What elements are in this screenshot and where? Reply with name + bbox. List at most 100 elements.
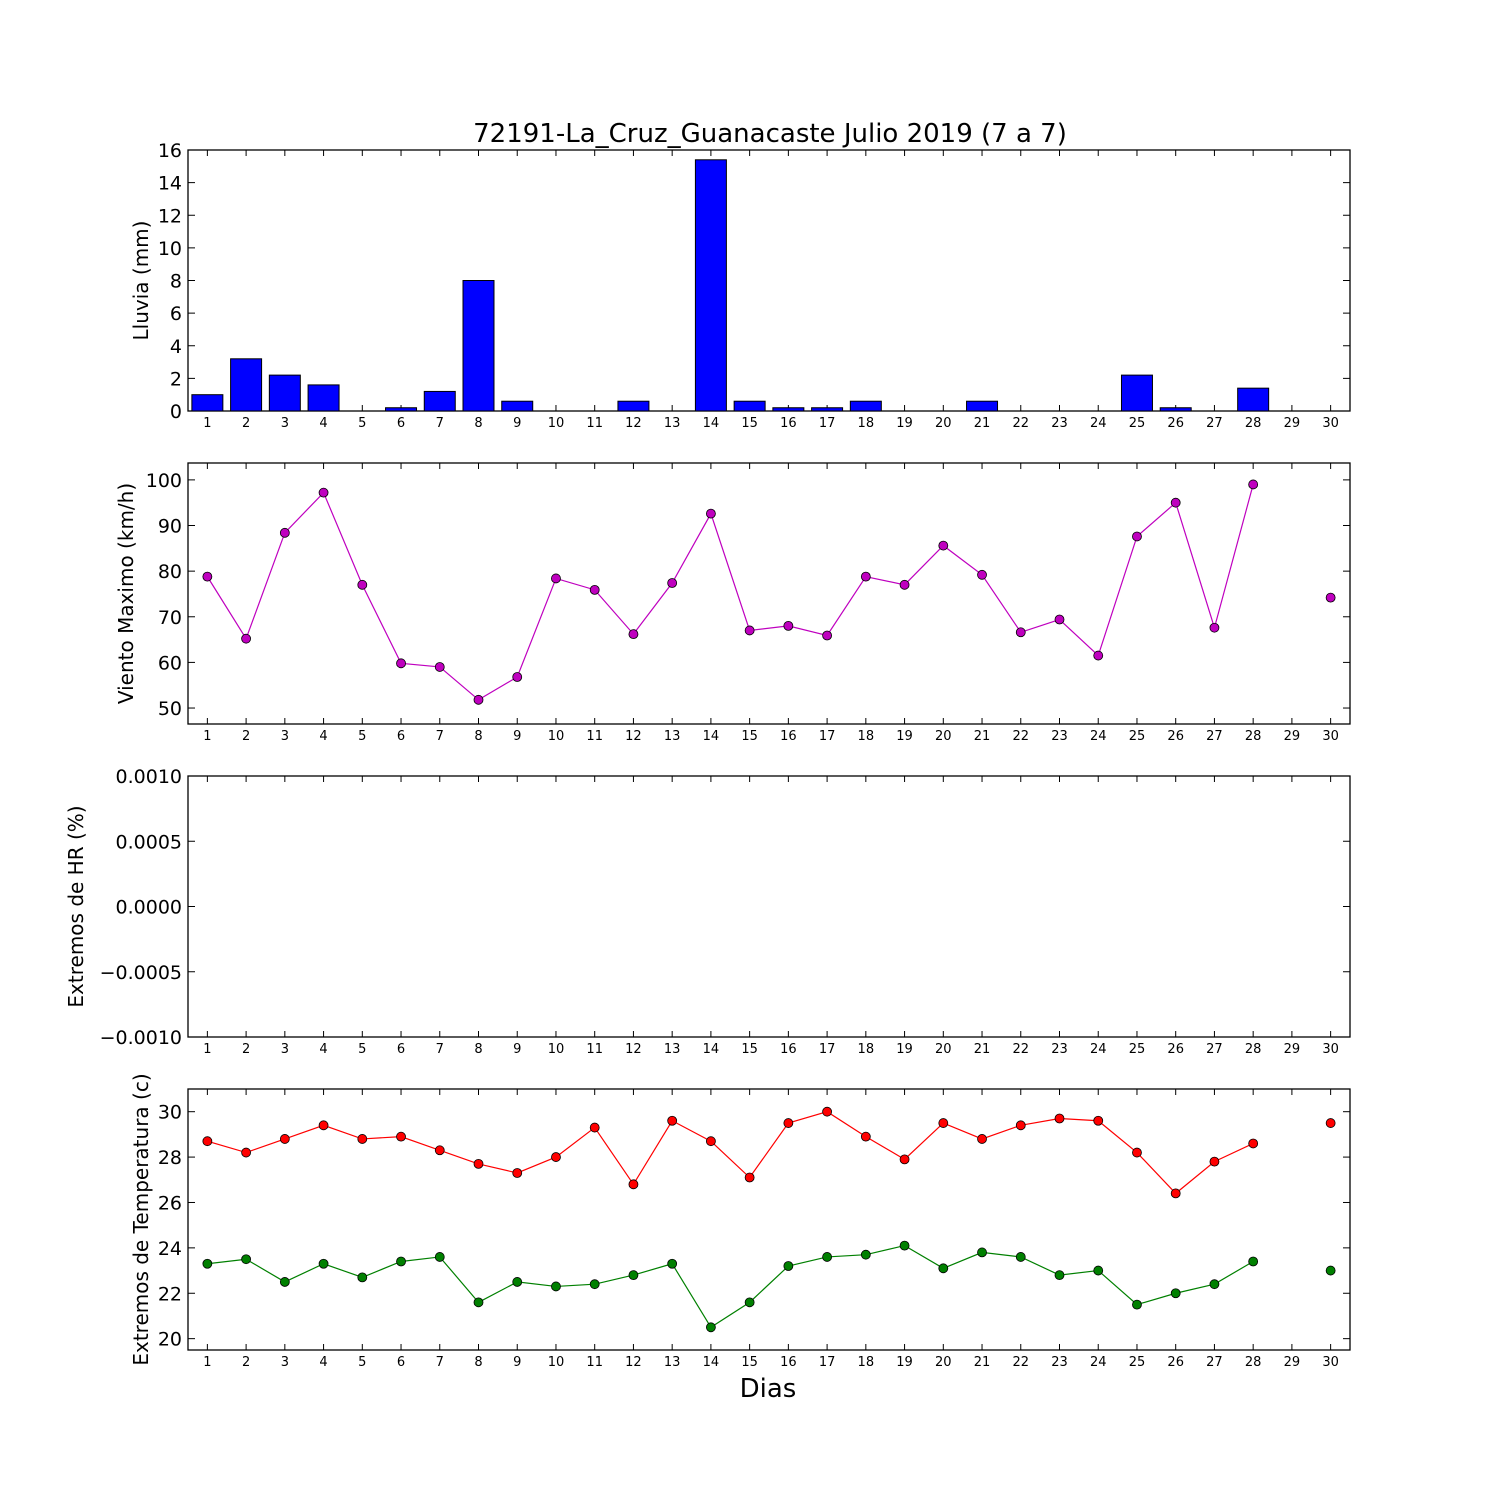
point-day-12	[628, 1179, 639, 1190]
x-tick-label: 5	[358, 1355, 366, 1370]
x-tick-label: 1	[203, 1355, 211, 1370]
point-day-22	[1015, 1120, 1026, 1131]
x-tick-label: 7	[436, 1042, 444, 1057]
x-tick-label: 1	[203, 729, 211, 744]
x-tick-label: 23	[1051, 416, 1068, 431]
point-day-16	[783, 1118, 794, 1128]
point-day-8	[473, 1297, 484, 1308]
figure-title: 72191-La_Cruz_Guanacaste Julio 2019 (7 a…	[473, 119, 1067, 149]
bar-day-25	[1120, 374, 1153, 412]
point-day-23	[1054, 1270, 1065, 1281]
y-tick-label: 12	[158, 205, 182, 227]
x-tick-label: 22	[1012, 416, 1029, 431]
x-tick-label: 16	[780, 1355, 797, 1370]
x-tick-label: 21	[974, 729, 991, 744]
point-day-25	[1132, 531, 1142, 542]
y-tick-label: 20	[158, 1329, 182, 1351]
y-tick-label: 8	[170, 271, 182, 293]
y-tick-label: 30	[158, 1102, 182, 1124]
point-day-13	[667, 1115, 678, 1126]
point-day-13	[667, 1258, 678, 1269]
x-tick-label: 14	[703, 729, 720, 744]
x-tick-label: 30	[1322, 1042, 1339, 1057]
y-tick-label: 0.0000	[116, 897, 182, 919]
x-tick-label: 3	[281, 1355, 289, 1370]
x-tick-label: 4	[319, 1355, 327, 1370]
x-tick-label: 11	[586, 729, 603, 744]
x-tick-label: 27	[1206, 1355, 1223, 1370]
x-tick-label: 25	[1129, 1042, 1146, 1057]
x-tick-label: 5	[358, 1042, 366, 1057]
series-line-2	[207, 1244, 1254, 1329]
y-axis-label: Viento Maximo (km/h)	[114, 483, 138, 704]
point-day-16	[783, 1261, 794, 1271]
bar-day-12	[617, 400, 650, 412]
point-day-24	[1093, 1115, 1104, 1126]
x-tick-label: 14	[703, 416, 720, 431]
point-day-14	[706, 1136, 716, 1147]
x-tick-label: 9	[513, 416, 521, 431]
x-tick-label: 25	[1129, 1355, 1146, 1370]
point-day-1	[202, 1258, 213, 1269]
point-day-27	[1209, 1156, 1220, 1167]
x-tick-label: 24	[1090, 416, 1107, 431]
bar-day-17	[811, 407, 844, 412]
x-tick-label: 6	[397, 729, 405, 744]
x-tick-label: 4	[319, 416, 327, 431]
point-day-26	[1170, 1188, 1181, 1199]
y-tick-label: −0.0010	[100, 1027, 182, 1049]
x-tick-label: 22	[1012, 1042, 1029, 1057]
point-day-19	[899, 1240, 910, 1251]
point-day-26	[1170, 1288, 1181, 1299]
x-tick-label: 20	[935, 1355, 952, 1370]
y-tick-label: 26	[158, 1192, 182, 1214]
point-day-5	[357, 1272, 368, 1283]
x-tick-label: 3	[281, 1042, 289, 1057]
point-day-2	[241, 633, 252, 644]
bar-day-21	[966, 400, 999, 412]
x-tick-label: 18	[858, 1355, 875, 1370]
point-day-10	[551, 573, 561, 584]
x-tick-label: 28	[1245, 1355, 1262, 1370]
y-tick-label: 100	[146, 470, 182, 492]
x-tick-label: 24	[1090, 729, 1107, 744]
x-tick-label: 8	[474, 729, 482, 744]
point-day-15	[744, 625, 755, 636]
x-tick-label: 25	[1129, 416, 1146, 431]
point-day-4	[318, 487, 329, 498]
point-day-28	[1248, 1138, 1259, 1149]
y-tick-label: 50	[158, 698, 182, 720]
x-tick-label: 25	[1129, 729, 1146, 744]
bar-day-8	[462, 280, 495, 412]
point-day-19	[899, 1154, 910, 1165]
x-tick-label: 12	[625, 416, 642, 431]
x-tick-label: 14	[703, 1355, 720, 1370]
series-line-1	[207, 1111, 1254, 1195]
x-tick-label: 17	[819, 729, 836, 744]
point-day-23	[1054, 1113, 1065, 1124]
x-tick-label: 17	[819, 1355, 836, 1370]
point-day-22	[1015, 627, 1026, 638]
x-tick-label: 16	[780, 1042, 797, 1057]
point-day-28	[1248, 1256, 1259, 1267]
y-tick-label: −0.0005	[100, 962, 182, 984]
x-tick-label: 28	[1245, 729, 1262, 744]
x-tick-label: 28	[1245, 1042, 1262, 1057]
point-day-30	[1325, 1118, 1336, 1128]
x-tick-label: 18	[858, 416, 875, 431]
x-tick-label: 13	[664, 416, 681, 431]
x-tick-label: 19	[896, 1355, 913, 1370]
bar-day-6	[385, 407, 418, 412]
x-tick-label: 29	[1284, 416, 1301, 431]
x-tick-label: 15	[741, 729, 758, 744]
x-tick-label: 13	[664, 729, 681, 744]
point-day-9	[512, 1277, 523, 1287]
point-day-24	[1093, 1265, 1104, 1276]
point-day-18	[860, 1249, 871, 1260]
x-tick-label: 19	[896, 729, 913, 744]
y-tick-label: 90	[158, 516, 182, 538]
x-tick-label: 29	[1284, 1042, 1301, 1057]
y-tick-label: 22	[158, 1283, 182, 1305]
